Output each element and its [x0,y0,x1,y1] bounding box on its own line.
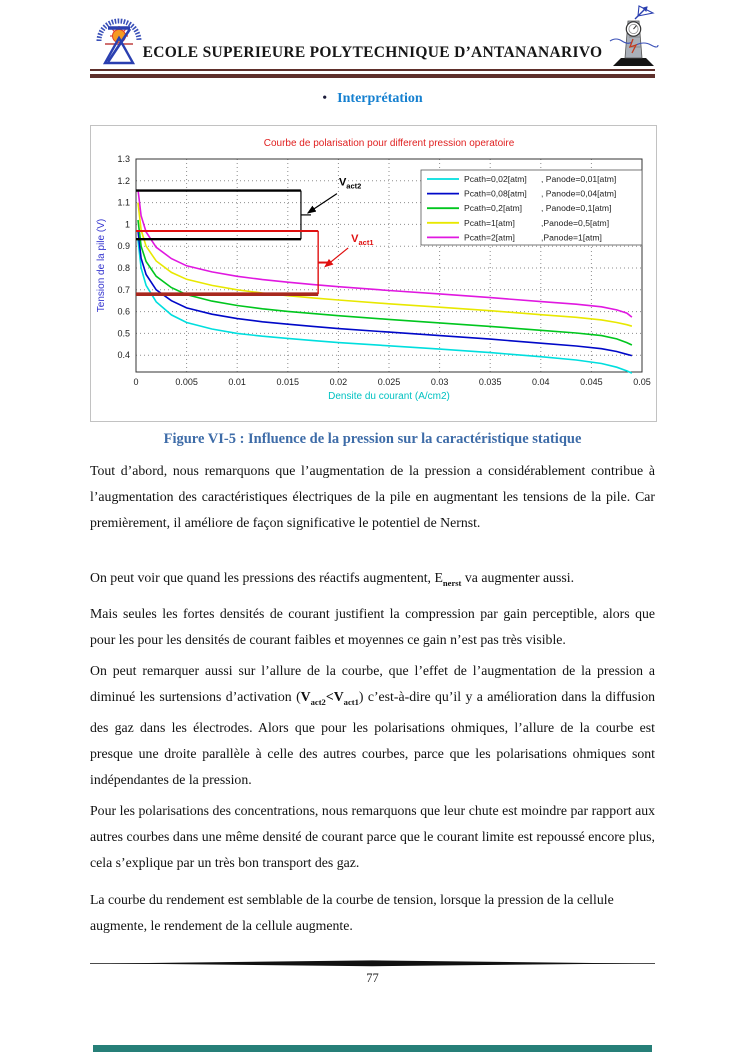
paragraph-text: Pour les polarisations des concentration… [90,802,655,870]
bullet-icon: • [322,91,328,106]
script-text-left [609,38,633,44]
body-paragraph: On peut remarquer aussi sur l’allure de … [90,658,655,793]
svg-text:Pcath=2[atm]: Pcath=2[atm] [464,232,515,242]
tower-base [613,58,654,66]
footer-divider [90,960,655,967]
svg-text:0.02: 0.02 [330,377,348,387]
subscript-nerst: nerst [442,577,462,588]
svg-text:, Panode=0,04[atm]: , Panode=0,04[atm] [541,189,616,199]
svg-text:,Panode=0,5[atm]: ,Panode=0,5[atm] [541,218,609,228]
paragraph-text: La courbe du rendement est semblable de … [90,891,614,933]
paragraph-text: On peut remarquer aussi sur l’allure de … [90,662,655,704]
vact2-arrow [306,193,338,214]
section-heading: • Interprétation [90,89,655,107]
svg-text:0.7: 0.7 [117,285,130,295]
electro-gasy-logo [609,5,659,66]
svg-text:0: 0 [133,377,138,387]
body-paragraph: Tout d’abord, nous remarquons que l’augm… [90,458,655,536]
svg-text:Pcath=0,08[atm]: Pcath=0,08[atm] [464,189,527,199]
crest-monogram [102,26,136,65]
series-line [137,189,633,318]
paragraph-text: On peut voir que quand les pressions des… [90,570,443,585]
svg-text:0.4: 0.4 [117,350,130,360]
svg-text:1: 1 [125,219,130,229]
page-header-title: ECOLE SUPERIEURE POLYTECHNIQUE D’ANTANAN… [142,44,603,61]
body-paragraph: La courbe du rendement est semblable de … [90,887,655,939]
crest-arc-text [96,18,142,42]
arrow-flag-icon [634,5,655,20]
svg-text:Pcath=0,02[atm]: Pcath=0,02[atm] [464,174,527,184]
page-number: 77 [366,971,379,985]
gauge-needle [633,25,637,30]
svg-text:0.015: 0.015 [277,377,300,387]
script-text-right [635,42,659,48]
svg-text:0.03: 0.03 [431,377,449,387]
header-divider [90,69,655,78]
paragraph-text: Mais seules les fortes densités de coura… [90,605,655,647]
body-text: Tout d’abord, nous remarquons que l’augm… [90,458,655,944]
svg-text:1.2: 1.2 [117,176,130,186]
body-paragraph: Pour les polarisations des concentration… [90,798,655,876]
svg-text:0.8: 0.8 [117,263,130,273]
figure-box: 0.4 0.5 0.6 0.7 0.8 0.9 1 1.1 1.2 1.3 0 0.005 0.01 0.… [90,125,657,422]
svg-text:, Panode=0,1[atm]: , Panode=0,1[atm] [541,203,611,213]
svg-text:0.035: 0.035 [479,377,502,387]
svg-text:, Panode=0,01[atm]: , Panode=0,01[atm] [541,174,616,184]
subscript-act2: act2 [310,696,326,707]
school-crest-logo [96,18,142,65]
svg-text:Pcath=1[atm]: Pcath=1[atm] [464,218,515,228]
lightning-icon [628,38,638,54]
svg-text:0.005: 0.005 [175,377,198,387]
svg-text:1.3: 1.3 [117,154,130,164]
subscript-act1: act1 [343,696,359,707]
body-paragraph: Mais seules les fortes densités de coura… [90,601,655,653]
svg-text:Tension de la pile (V): Tension de la pile (V) [96,219,107,312]
svg-text:0.9: 0.9 [117,241,130,251]
vact1-arrow [324,247,349,268]
series-line [137,219,633,346]
polarization-chart: 0.4 0.5 0.6 0.7 0.8 0.9 1 1.1 1.2 1.3 0 0.005 0.01 0.… [96,138,651,402]
svg-text:,Panode=1[atm]: ,Panode=1[atm] [541,232,602,242]
section-label: Interprétation [337,91,423,106]
bottom-accent-bar [93,1045,652,1052]
svg-text:0.025: 0.025 [378,377,401,387]
figure-caption: Figure VI-5 : Influence de la pression s… [163,431,582,447]
paragraph-text: va augmenter aussi. [461,570,575,585]
svg-text:0.04: 0.04 [532,377,550,387]
vact2-label: Vact2 [339,177,361,191]
paragraph-text: ) c’est-à-dire qu’il y a amélioration da… [90,688,655,787]
svg-text:0.05: 0.05 [633,377,651,387]
plot-border [135,158,643,373]
less-than-symbol: < [325,688,334,704]
svg-text:0.5: 0.5 [117,328,130,338]
svg-text:Pcath=0,2[atm]: Pcath=0,2[atm] [464,203,522,213]
series-line [137,202,633,327]
svg-text:Densite du courant (A/cm2): Densite du courant (A/cm2) [328,391,450,402]
svg-text:0.045: 0.045 [580,377,603,387]
body-paragraph: On peut voir que quand les pressions des… [90,565,655,596]
paragraph-text: Tout d’abord, nous remarquons que l’augm… [90,463,655,530]
svg-text:0.6: 0.6 [117,307,130,317]
vact2-symbol: V [300,688,311,704]
svg-text:Courbe de polarisation pour di: Courbe de polarisation pour different pr… [264,138,515,149]
svg-text:1.1: 1.1 [117,198,130,208]
vact1-label: Vact1 [351,233,373,247]
svg-text:0.01: 0.01 [228,377,246,387]
vact1-symbol: V [333,688,344,704]
series-line [137,239,633,374]
